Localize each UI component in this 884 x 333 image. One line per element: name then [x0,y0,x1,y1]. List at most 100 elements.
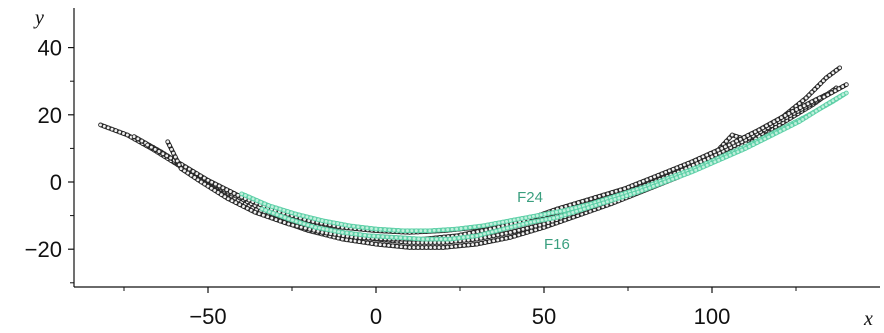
data-point [830,98,836,104]
data-point [231,191,237,196]
data-point [837,94,843,100]
data-point [794,107,799,112]
data-point [685,171,691,176]
data-point [436,245,442,250]
data-point [677,173,683,179]
data-point [524,220,530,226]
data-point [499,236,505,242]
data-point [250,196,256,202]
data-point [327,219,333,225]
data-point [482,231,487,237]
data-point [205,183,211,189]
data-point [693,157,698,163]
data-point [670,176,675,182]
data-point [482,240,488,245]
data-point [613,188,619,194]
data-point [773,130,779,136]
data-point [701,164,706,170]
data-point [425,236,430,242]
data-point [508,218,513,223]
data-point [543,217,549,222]
data-point [219,192,224,197]
data-point [365,240,370,246]
data-point [452,236,457,241]
data-point [601,200,606,206]
data-point [391,227,397,233]
data-point [398,235,403,241]
data-point [609,190,615,195]
data-point [269,204,275,210]
data-point [818,81,823,86]
data-point [281,207,287,213]
data-point [474,233,480,239]
data-point [812,87,818,92]
data-point [817,106,822,112]
data-point [735,149,741,155]
data-point [389,234,395,240]
data-point [519,216,525,221]
data-point [520,231,526,237]
data-point [431,228,437,233]
data-point [542,211,548,217]
data-point [305,222,311,228]
data-point [339,221,344,227]
data-point [647,185,652,191]
data-point [313,225,318,230]
data-point [198,179,204,185]
data-point [422,228,428,234]
data-point [394,243,400,249]
data-point [296,212,302,218]
data-point [532,219,537,224]
data-point [485,230,491,236]
data-point [290,222,296,228]
data-point [597,193,602,199]
data-point [503,235,509,241]
data-point [316,217,321,223]
data-point [415,245,421,250]
data-point [445,244,450,250]
data-point [344,230,350,236]
data-point [495,237,501,243]
data-point [704,162,710,168]
data-point [190,169,196,174]
data-point [167,143,172,148]
data-point [289,210,294,216]
data-point [524,230,530,235]
series-line [165,95,821,242]
data-point [752,129,758,135]
data-point [682,162,687,168]
data-point [754,140,760,145]
data-point [509,224,514,230]
data-point [655,172,661,178]
data-point [319,218,325,223]
data-point [712,159,718,165]
data-point [574,208,579,214]
data-point [488,221,494,227]
data-point [516,222,522,228]
data-point [771,119,777,125]
data-point [105,125,111,131]
data-point [398,244,404,250]
data-point [658,181,664,186]
series-layer [98,65,849,250]
data-point [481,223,486,229]
data-point [258,199,264,205]
data-point [156,149,162,154]
y-tick-label: 0 [50,170,62,195]
data-point [489,229,495,235]
data-point [246,194,252,200]
data-point [581,206,587,212]
data-point [797,119,802,124]
data-point [353,231,359,237]
data-point [533,223,538,229]
data-point [631,190,637,196]
data-point [357,232,363,237]
data-point [164,153,170,159]
data-point [262,201,267,207]
data-point [704,152,710,158]
data-point [588,196,594,202]
data-point [152,147,158,152]
data-point [777,128,783,134]
data-point [252,209,258,215]
data-point [758,138,764,144]
